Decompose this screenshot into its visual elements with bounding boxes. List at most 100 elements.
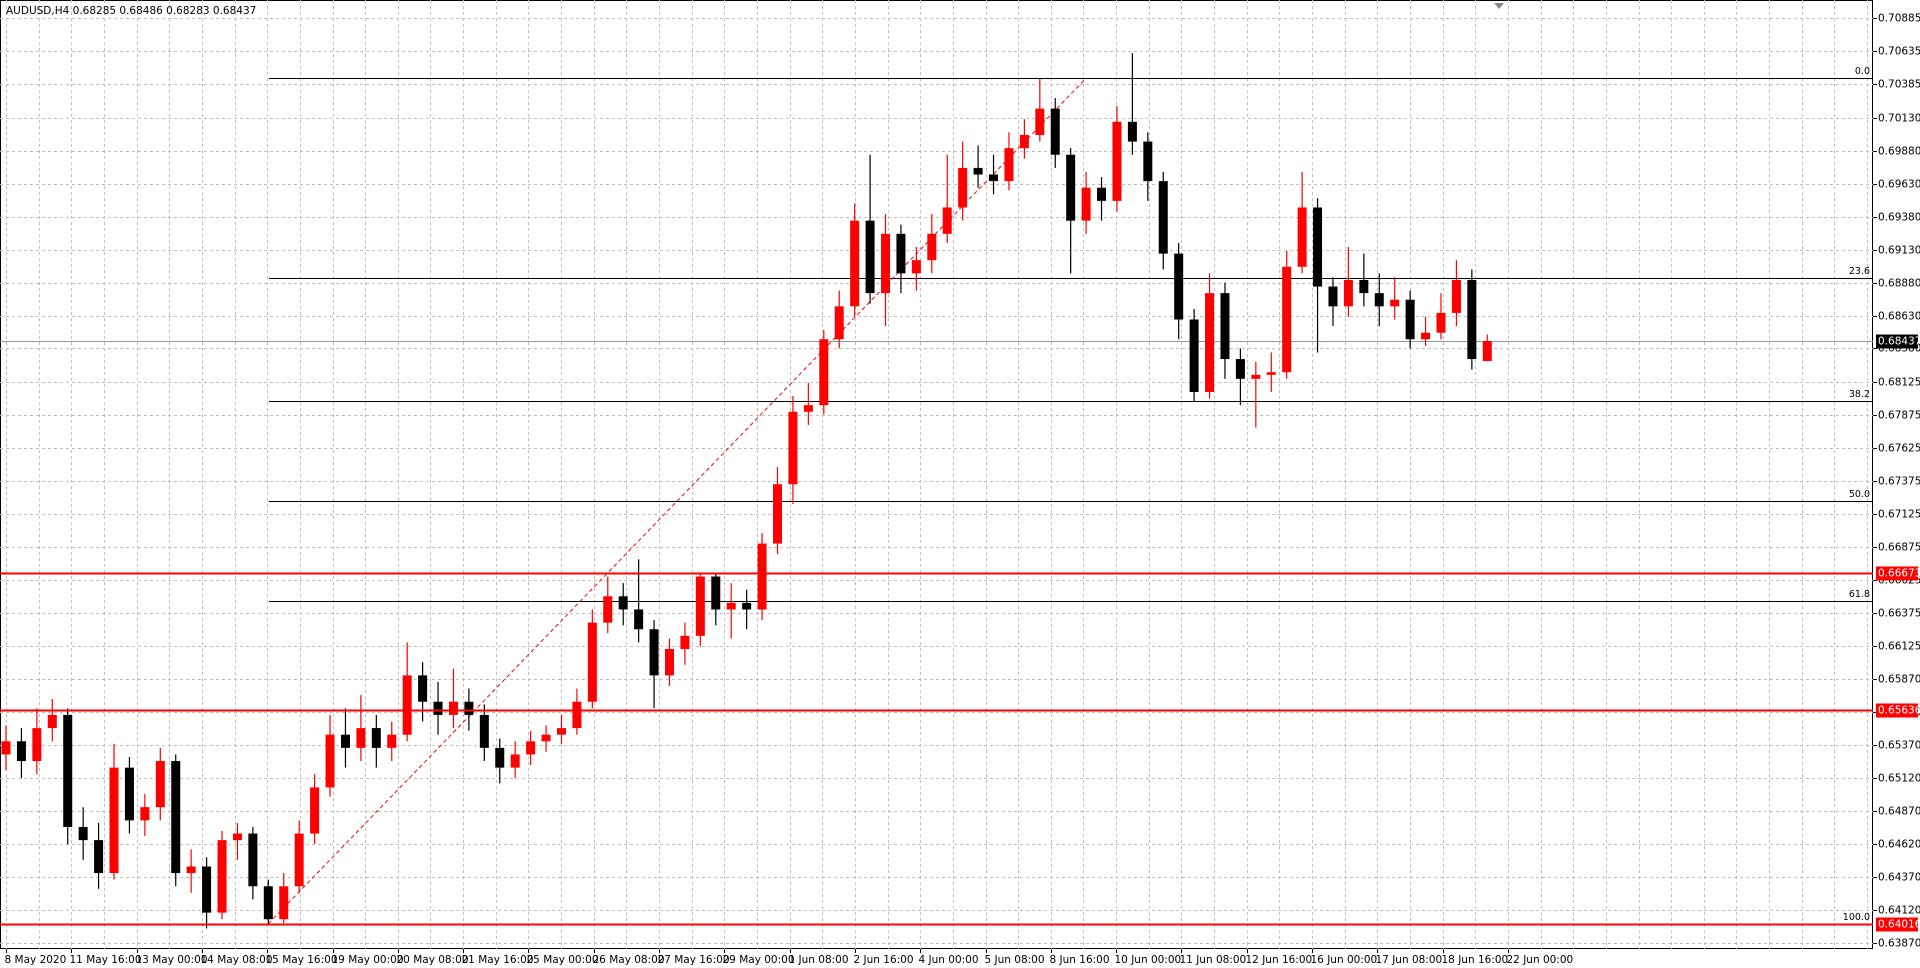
candle-body — [1482, 340, 1492, 362]
candle-body — [556, 728, 566, 735]
x-tick-label: 29 May 00:00 — [723, 954, 795, 966]
candle-body — [865, 220, 875, 294]
y-tick-label: 0.65870 — [1878, 674, 1920, 686]
candle-body — [850, 220, 860, 307]
candle-body — [1050, 108, 1060, 155]
candle-body — [402, 675, 412, 735]
candle-body — [773, 484, 782, 544]
candle-body — [1081, 187, 1091, 221]
h-line-label: 0.65636 — [1878, 705, 1920, 717]
candle-body — [63, 714, 73, 827]
fibo-label: 23.6 — [1849, 266, 1870, 277]
candle-body — [94, 840, 104, 874]
candle-body — [942, 207, 952, 234]
candle-body — [171, 761, 181, 874]
candle-body — [1019, 134, 1029, 149]
candle-body — [664, 649, 674, 676]
candle-body — [16, 741, 26, 762]
candle-body — [803, 405, 813, 412]
candle-body — [232, 833, 242, 841]
scroll-marker — [1494, 3, 1504, 9]
x-tick-label: 1 Jun 08:00 — [789, 954, 849, 966]
candle-body — [1220, 293, 1230, 360]
candle-body — [433, 701, 443, 715]
h-line-label: 0.66673 — [1878, 568, 1920, 580]
x-tick-label: 19 May 00:00 — [332, 954, 404, 966]
candle-body — [1282, 266, 1292, 373]
x-tick-label: 13 May 00:00 — [136, 954, 208, 966]
h-line-box — [1876, 566, 1918, 581]
candle-body — [572, 701, 582, 729]
candle-body — [896, 233, 906, 274]
fibo-label: 38.2 — [1849, 389, 1870, 400]
candle-body — [479, 714, 489, 748]
plot-frame — [0, 0, 1873, 949]
candle-body — [1343, 279, 1353, 307]
y-tick-label: 0.64620 — [1878, 839, 1920, 851]
candle-body — [1451, 279, 1461, 313]
current-price-box — [1876, 334, 1918, 349]
candle-body — [387, 734, 397, 748]
x-tick-label: 26 May 08:00 — [593, 954, 665, 966]
candle-body — [1405, 299, 1415, 340]
y-tick-label: 0.69380 — [1878, 212, 1920, 224]
h-line-box — [1876, 917, 1918, 932]
candle-body — [310, 787, 320, 834]
x-tick-label: 2 Jun 16:00 — [854, 954, 914, 966]
h-line-label: 0.64016 — [1878, 919, 1920, 931]
candle-body — [1374, 293, 1384, 307]
y-tick-label: 0.64370 — [1878, 872, 1920, 884]
y-tick-label: 0.70635 — [1878, 46, 1920, 58]
candle-body — [526, 741, 536, 755]
candle-body — [587, 622, 597, 702]
candle-body — [78, 826, 88, 841]
chart-title: AUDUSD,H4 0.68285 0.68486 0.68283 0.6843… — [6, 5, 256, 17]
candle-body — [680, 635, 690, 650]
x-tick-label: 8 May 2020 — [5, 954, 67, 966]
fibo-label: 100.0 — [1843, 912, 1870, 923]
candle-body — [726, 602, 736, 610]
candle-body — [248, 833, 258, 887]
candle-body — [32, 728, 42, 762]
candle-body — [448, 701, 458, 715]
x-tick-label: 4 Jun 00:00 — [919, 954, 979, 966]
x-tick-label: 16 Jun 00:00 — [1311, 954, 1378, 966]
candle-body — [711, 576, 721, 610]
candle-body — [325, 734, 335, 788]
candle-body — [1, 741, 11, 755]
candle-body — [1421, 332, 1431, 340]
marks: 0.0 23.6 38.2 50.0 61.8 100.0 — [0, 53, 1873, 929]
y-tick-label: 0.65120 — [1878, 773, 1920, 785]
y-tick-label: 0.68880 — [1878, 278, 1920, 290]
candle-body — [1266, 372, 1276, 375]
candle-body — [1066, 154, 1076, 221]
candle-body — [958, 167, 968, 208]
y-tick-label: 0.70885 — [1878, 13, 1920, 25]
y-tick-label: 0.67625 — [1878, 443, 1920, 455]
candle-body — [1143, 141, 1153, 182]
candle-body — [263, 886, 273, 920]
candle-body — [1112, 121, 1122, 201]
candle-body — [217, 840, 227, 913]
x-tick-label: 20 May 08:00 — [397, 954, 469, 966]
y-tick-label: 0.68125 — [1878, 377, 1920, 389]
candle-body — [695, 576, 705, 636]
candle-body — [124, 767, 134, 821]
candle-body — [834, 306, 844, 340]
y-tick-label: 0.65370 — [1878, 740, 1920, 752]
y-tick-label: 0.64120 — [1878, 905, 1920, 917]
candle-body — [1174, 253, 1184, 320]
candle-body — [1251, 374, 1261, 379]
candle-body — [109, 767, 119, 874]
y-tick-label: 0.67875 — [1878, 410, 1920, 422]
candle-body — [371, 728, 381, 748]
x-tick-label: 5 Jun 08:00 — [985, 954, 1045, 966]
candle-body — [1313, 207, 1323, 287]
candle-body — [495, 747, 505, 768]
candle-body — [356, 728, 366, 748]
candle-body — [1035, 108, 1045, 135]
x-tick-label: 25 May 00:00 — [527, 954, 599, 966]
x-tick-label: 22 Jun 00:00 — [1507, 954, 1574, 966]
y-tick-label: 0.70385 — [1878, 79, 1920, 91]
